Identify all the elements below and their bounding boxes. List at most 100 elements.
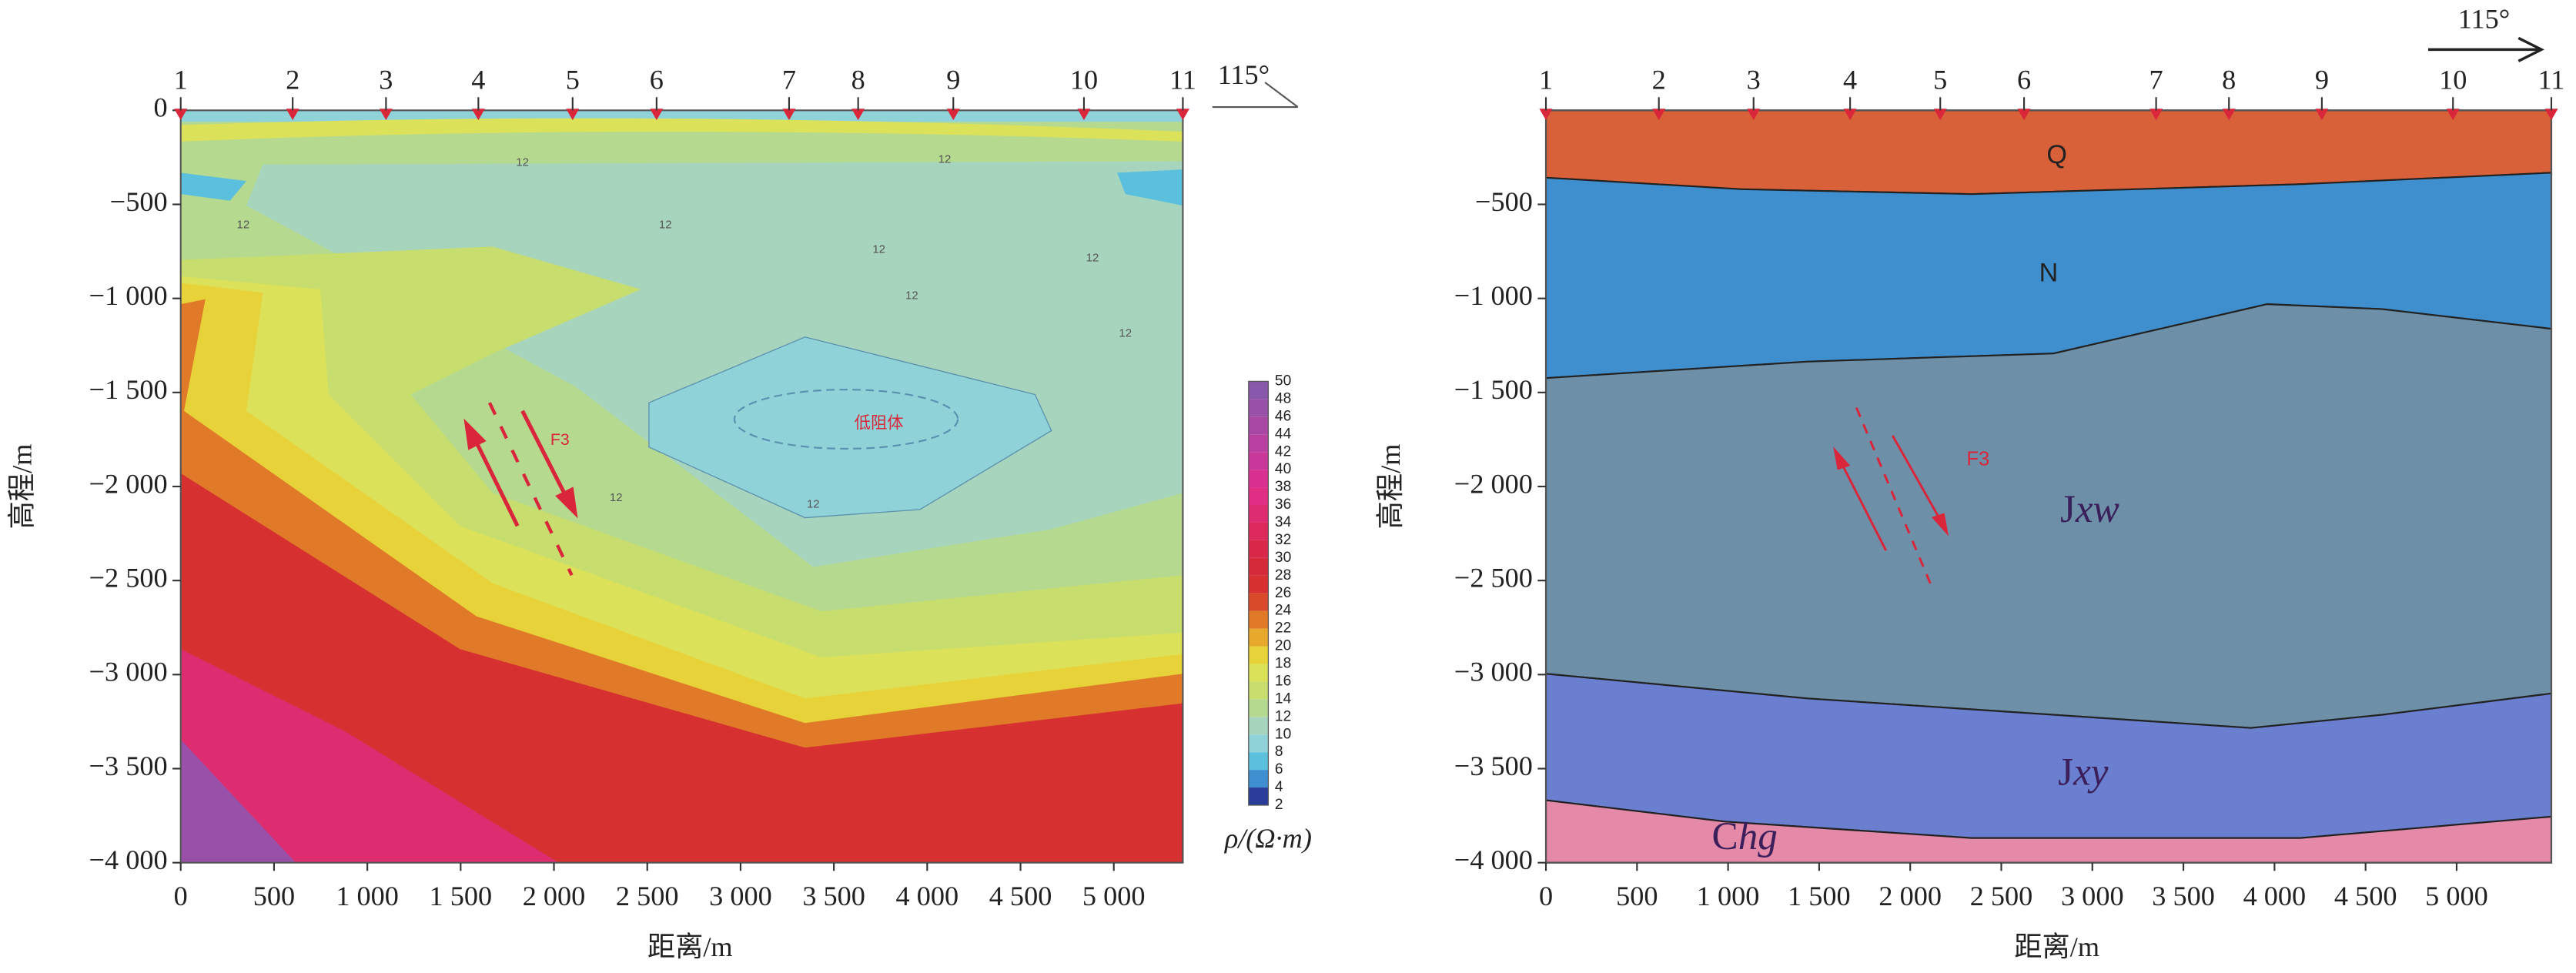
x-tick-label: 500 bbox=[1616, 881, 1658, 911]
station-label: 9 bbox=[946, 64, 960, 95]
station-label: 2 bbox=[286, 64, 299, 95]
arrow-head bbox=[463, 418, 487, 450]
x-tick-label: 4 000 bbox=[2243, 881, 2307, 911]
colorbar-segment bbox=[1248, 452, 1269, 470]
fault-line bbox=[1891, 435, 1943, 523]
contour-fill bbox=[180, 110, 1183, 863]
station-marker bbox=[2544, 109, 2558, 121]
label-part: J bbox=[2058, 750, 2073, 794]
station-label: 10 bbox=[2439, 64, 2467, 95]
layer-label: Jxy bbox=[2058, 750, 2109, 794]
x-tick-label: 4 500 bbox=[989, 881, 1052, 911]
colorbar-tick-label: 6 bbox=[1275, 761, 1283, 777]
colorbar-tick-label: 10 bbox=[1275, 726, 1291, 742]
colorbar-segment bbox=[1248, 575, 1269, 593]
station-label: 9 bbox=[2315, 64, 2329, 95]
station-label: 10 bbox=[1070, 64, 1098, 95]
y-axis-label: 高程/m bbox=[1375, 444, 1406, 530]
station-label: 4 bbox=[471, 64, 485, 95]
colorbar-tick-label: 44 bbox=[1275, 426, 1292, 442]
colorbar-tick-label: 22 bbox=[1275, 620, 1291, 637]
colorbar-segment bbox=[1248, 416, 1269, 435]
x-tick-label: 2 500 bbox=[1970, 881, 2033, 911]
colorbar-tick-label: 2 bbox=[1275, 797, 1283, 813]
station-marker bbox=[1747, 109, 1761, 121]
colorbar-tick-label: 36 bbox=[1275, 497, 1291, 513]
colorbar-tick-label: 34 bbox=[1275, 514, 1292, 530]
station-marker bbox=[286, 109, 299, 121]
station-label: 3 bbox=[379, 64, 393, 95]
colorbar-tick-label: 38 bbox=[1275, 479, 1291, 495]
station-label: 5 bbox=[566, 64, 580, 95]
arrow-head bbox=[555, 486, 578, 519]
station-marker bbox=[2222, 109, 2236, 121]
x-tick-label: 4 000 bbox=[896, 881, 959, 911]
station-marker bbox=[851, 109, 865, 121]
fault-line bbox=[1838, 460, 1888, 551]
colorbar-tick-label: 16 bbox=[1275, 673, 1291, 689]
fill bbox=[180, 649, 559, 863]
colorbar-segment bbox=[1248, 557, 1269, 576]
y-axis-label: 高程/m bbox=[6, 444, 37, 530]
colorbar-segment bbox=[1248, 399, 1269, 417]
layer-label: Chg bbox=[1712, 814, 1778, 858]
colorbar-tick-label: 20 bbox=[1275, 638, 1291, 654]
layer-label: Jxw bbox=[2060, 487, 2119, 531]
station-marker bbox=[1933, 109, 1947, 121]
arrow-head bbox=[1833, 446, 1851, 470]
contour-label: 12 bbox=[237, 219, 250, 232]
label-part: J bbox=[2060, 487, 2076, 531]
station-label: 6 bbox=[650, 64, 664, 95]
y-tick-label: −500 bbox=[1475, 186, 1533, 217]
colorbar-tick-label: 48 bbox=[1275, 390, 1291, 406]
x-tick-label: 2 000 bbox=[523, 881, 586, 911]
colorbar-tick-label: 28 bbox=[1275, 567, 1291, 583]
y-tick-label: −3 500 bbox=[89, 751, 168, 781]
station-label: 3 bbox=[1747, 64, 1761, 95]
station-label: 11 bbox=[1169, 64, 1196, 95]
fault-line bbox=[520, 410, 570, 503]
y-tick-label: −1 000 bbox=[89, 280, 168, 311]
contour-label: 12 bbox=[1086, 251, 1099, 264]
station-marker bbox=[650, 109, 664, 121]
x-tick-label: 1 000 bbox=[1697, 881, 1760, 911]
colorbar-tick-label: 12 bbox=[1275, 708, 1291, 724]
x-tick-label: 1 500 bbox=[430, 881, 493, 911]
azimuth-label: 115° bbox=[1218, 59, 1270, 90]
colorbar-segment bbox=[1248, 487, 1269, 506]
colorbar-segment bbox=[1248, 610, 1269, 629]
station-label: 1 bbox=[1539, 64, 1553, 95]
colorbar-tick-label: 42 bbox=[1275, 443, 1291, 460]
contour-label: 12 bbox=[1119, 326, 1132, 339]
arrow-head bbox=[1932, 513, 1949, 537]
y-tick-label: −2 000 bbox=[89, 468, 168, 499]
colorbar-segment bbox=[1248, 717, 1269, 735]
azimuth-label: 115° bbox=[2458, 3, 2511, 34]
fault-label: F3 bbox=[550, 430, 570, 449]
station-label: 7 bbox=[782, 64, 796, 95]
colorbar-title: ρ/(Ω·m) bbox=[1224, 823, 1312, 854]
colorbar-tick-label: 4 bbox=[1275, 779, 1283, 795]
y-tick-label: −1 000 bbox=[1454, 280, 1533, 311]
fill bbox=[180, 110, 1183, 122]
colorbar-tick-label: 8 bbox=[1275, 744, 1283, 760]
fault-label: F3 bbox=[1966, 449, 1989, 470]
azimuth-line bbox=[1264, 82, 1299, 108]
station-marker bbox=[946, 109, 960, 121]
y-tick-label: −3 500 bbox=[1454, 751, 1533, 781]
y-tick-label: 0 bbox=[154, 92, 168, 123]
colorbar-segment bbox=[1248, 522, 1269, 540]
x-tick-label: 1 500 bbox=[1788, 881, 1851, 911]
station-marker bbox=[566, 109, 580, 121]
colorbar-tick-label: 40 bbox=[1275, 461, 1291, 477]
colorbar-segment bbox=[1248, 664, 1269, 682]
colorbar-tick-label: 26 bbox=[1275, 585, 1291, 601]
colorbar-frame bbox=[1248, 380, 1270, 806]
y-tick-label: −3 000 bbox=[1454, 657, 1533, 687]
colorbar-segment bbox=[1248, 540, 1269, 558]
contour-label: 12 bbox=[807, 497, 820, 510]
x-tick-label: 4 500 bbox=[2334, 881, 2397, 911]
low-body-label: 低阻体 bbox=[855, 414, 904, 433]
